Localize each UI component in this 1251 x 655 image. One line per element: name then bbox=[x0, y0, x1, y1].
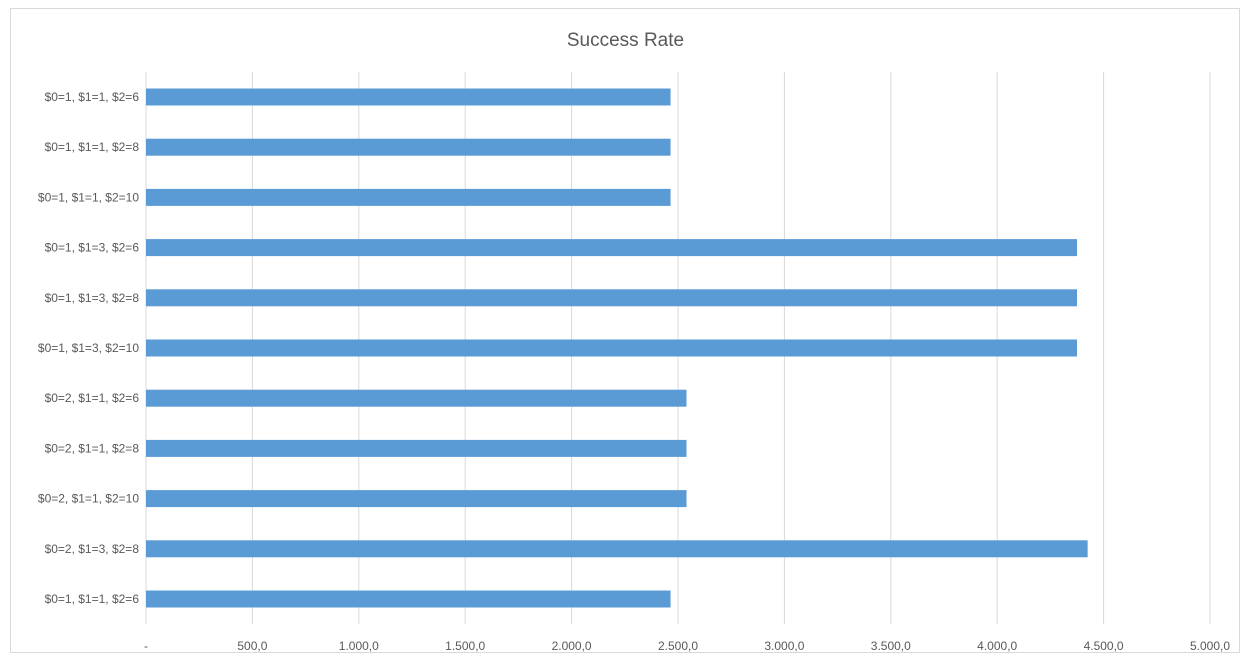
category-label: $0=1, $1=1, $2=10 bbox=[38, 190, 139, 204]
bar bbox=[146, 439, 687, 457]
bar bbox=[146, 389, 687, 407]
category-label: $0=1, $1=3, $2=10 bbox=[38, 341, 139, 355]
bar bbox=[146, 88, 671, 106]
category-label: $0=2, $1=3, $2=8 bbox=[45, 542, 140, 556]
x-tick-label: 3.000,0 bbox=[764, 639, 804, 653]
x-tick-label: 4.000,0 bbox=[977, 639, 1017, 653]
x-tick-label: 4.500,0 bbox=[1084, 639, 1124, 653]
bar bbox=[146, 339, 1077, 357]
bar bbox=[146, 590, 671, 608]
x-tick-label: 2.500,0 bbox=[658, 639, 698, 653]
bar bbox=[146, 289, 1077, 307]
x-tick-label: 2.000,0 bbox=[552, 639, 592, 653]
category-label: $0=2, $1=1, $2=8 bbox=[45, 441, 140, 455]
bar bbox=[146, 239, 1077, 257]
chart-title: Success Rate bbox=[566, 30, 685, 51]
x-tick-label: - bbox=[144, 639, 148, 653]
x-tick-label: 5.000,0 bbox=[1190, 639, 1230, 653]
x-tick-label: 1.500,0 bbox=[445, 639, 485, 653]
x-tick-label: 3.500,0 bbox=[871, 639, 911, 653]
x-tick-label: 1.000,0 bbox=[339, 639, 379, 653]
x-tick-label: 500,0 bbox=[237, 639, 267, 653]
bars bbox=[146, 88, 1088, 608]
category-label: $0=1, $1=3, $2=6 bbox=[45, 241, 140, 255]
category-labels: $0=1, $1=1, $2=6 $0=1, $1=1, $2=8 $0=1, $1… bbox=[38, 90, 139, 606]
category-label: $0=1, $1=1, $2=6 bbox=[45, 90, 140, 104]
bar bbox=[146, 138, 671, 156]
bar bbox=[146, 188, 671, 206]
bar bbox=[146, 540, 1088, 558]
category-label: $0=1, $1=1, $2=6 bbox=[45, 592, 140, 606]
x-axis-tick-labels: - 500,0 1.000,0 1.500,0 2.000,0 2.500,0 3.000,… bbox=[144, 639, 1230, 653]
bar bbox=[146, 490, 687, 508]
category-label: $0=2, $1=1, $2=10 bbox=[38, 492, 139, 506]
category-label: $0=2, $1=1, $2=6 bbox=[45, 391, 140, 405]
category-label: $0=1, $1=1, $2=8 bbox=[45, 140, 140, 154]
category-label: $0=1, $1=3, $2=8 bbox=[45, 291, 140, 305]
